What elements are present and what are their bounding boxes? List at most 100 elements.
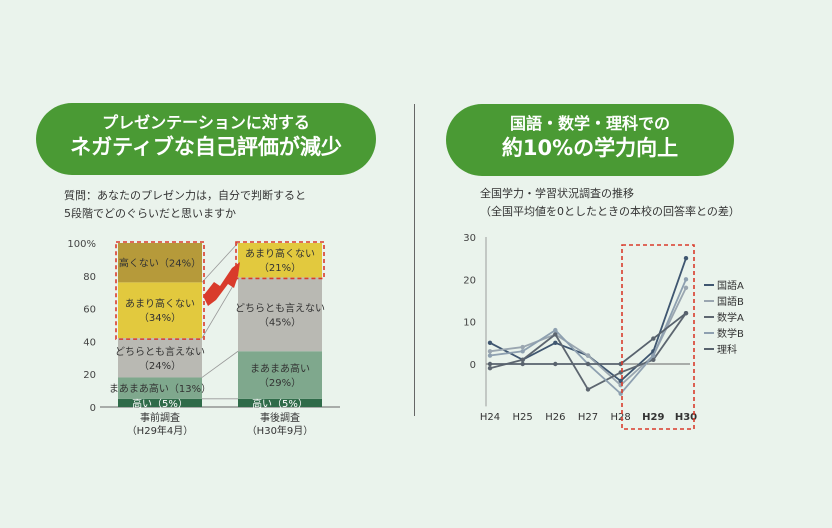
line-x-tick-label: H30: [675, 412, 697, 423]
line-series: [489, 287, 687, 387]
bar-data-label: あまり高くない: [245, 247, 315, 260]
line-series: [489, 312, 687, 391]
bar-data-label: （24%）: [139, 360, 181, 372]
bar-data-label: （34%）: [139, 312, 181, 324]
panel-divider: [414, 104, 415, 416]
bar-data-label: 高くない（24%）: [119, 257, 201, 270]
bar-data-label: 高い（5%）: [252, 397, 308, 410]
decrease-arrow: [203, 262, 240, 306]
bar-y-tick-label: 20: [83, 370, 96, 381]
bar-segment: [118, 377, 202, 399]
line-x-tick-label: H24: [480, 412, 500, 423]
line-point: [651, 349, 656, 354]
line-point: [683, 311, 689, 316]
bar-segment: [118, 398, 202, 407]
bar-connector: [201, 277, 239, 339]
line-point: [618, 361, 623, 367]
line-point: [487, 349, 493, 354]
line-point: [651, 353, 656, 358]
line-point: [683, 255, 689, 261]
bar-segment: [118, 282, 202, 339]
bar-y-tick-label: 40: [83, 337, 96, 348]
bar-y-tick-label: 0: [90, 403, 96, 414]
highlight-box-before: [115, 241, 205, 340]
bar-data-label: （29%）: [259, 377, 301, 389]
legend-label: 国語B: [717, 295, 744, 308]
line-y-tick-label: 10: [463, 318, 476, 329]
bar-connector: [201, 350, 239, 378]
bar-data-label: まあまあ高い（13%）: [109, 382, 211, 395]
line-point: [520, 349, 525, 354]
line-point: [683, 311, 689, 316]
highlight-box-after: [235, 241, 325, 280]
bar-data-label: まあまあ高い: [250, 362, 310, 375]
bar-category-label: 事後調査: [260, 411, 300, 424]
line-x-tick-label: H27: [578, 412, 598, 423]
line-point: [487, 340, 493, 346]
line-point: [585, 353, 591, 358]
line-point: [553, 332, 558, 337]
line-x-tick-label: H28: [611, 412, 631, 423]
line-x-tick-label: H29: [642, 412, 664, 423]
line-subtitle2: （全国平均値を0としたときの本校の回答率との差）: [480, 205, 740, 218]
banner-line1: 国語・数学・理科での: [509, 114, 670, 133]
bar-segment: [118, 243, 202, 283]
bar-segment: [238, 398, 322, 407]
line-point: [487, 361, 493, 367]
line-y-tick-label: 0: [470, 360, 476, 371]
bar-data-label: （45%）: [259, 316, 301, 328]
banner-line2: ネガティブな自己評価が減少: [70, 135, 342, 159]
highlight-box-recent: [621, 244, 695, 430]
bar-y-tick-label: 100%: [67, 239, 96, 250]
line-series: [489, 257, 687, 383]
line-point: [553, 340, 558, 346]
bar-data-label: どちらとも言えない: [235, 301, 325, 314]
bar-connector: [201, 242, 239, 283]
bar-category-sublabel: （H29年4月）: [127, 424, 194, 437]
banner-presentation: プレゼンテーションに対する ネガティブな自己評価が減少: [36, 103, 376, 175]
line-point: [618, 391, 623, 396]
line-point: [585, 361, 591, 367]
line-point: [585, 387, 591, 392]
line-point: [553, 361, 558, 367]
line-point: [683, 277, 689, 282]
line-point: [487, 353, 493, 358]
bar-data-label: あまり高くない: [125, 297, 195, 310]
line-point: [618, 382, 623, 388]
line-point: [651, 353, 656, 358]
question-line2: 5段階でどのぐらいだと思いますか: [64, 207, 236, 220]
bar-y-tick-label: 60: [83, 305, 96, 316]
banner-line2: 約10%の学力向上: [501, 136, 679, 160]
bar-data-label: どちらとも言えない: [115, 345, 205, 358]
line-point: [553, 332, 558, 337]
legend-label: 国語A: [717, 279, 744, 292]
question-line1: 質問：あなたのプレゼン力は，自分で判断すると: [64, 189, 306, 202]
line-point: [487, 366, 493, 371]
line-point: [618, 370, 623, 375]
line-point: [683, 285, 689, 290]
banner-line1: プレゼンテーションに対する: [102, 113, 310, 132]
line-point: [520, 361, 525, 367]
line-x-tick-label: H25: [513, 412, 533, 423]
bar-segment: [238, 243, 322, 278]
line-subtitle1: 全国学力・学習状況調査の推移: [480, 187, 634, 200]
bar-data-label: 高い（5%）: [132, 397, 188, 410]
line-x-tick-label: H26: [545, 412, 565, 423]
line-point: [651, 357, 656, 362]
bar-segment: [238, 277, 322, 352]
line-point: [553, 327, 558, 333]
banner-academic: 国語・数学・理科での 約10%の学力向上: [446, 104, 734, 176]
bar-segment: [118, 338, 202, 378]
line-point: [651, 336, 656, 341]
legend-label: 理科: [717, 343, 737, 356]
line-point: [585, 353, 591, 358]
line-point: [520, 344, 525, 350]
line-point: [585, 361, 591, 367]
bar-y-tick-label: 80: [83, 272, 96, 283]
legend-label: 数学B: [717, 327, 744, 340]
bar-category-label: 事前調査: [140, 411, 180, 424]
bar-segment: [238, 351, 322, 399]
line-y-tick-label: 20: [463, 275, 476, 286]
line-point: [520, 357, 525, 362]
